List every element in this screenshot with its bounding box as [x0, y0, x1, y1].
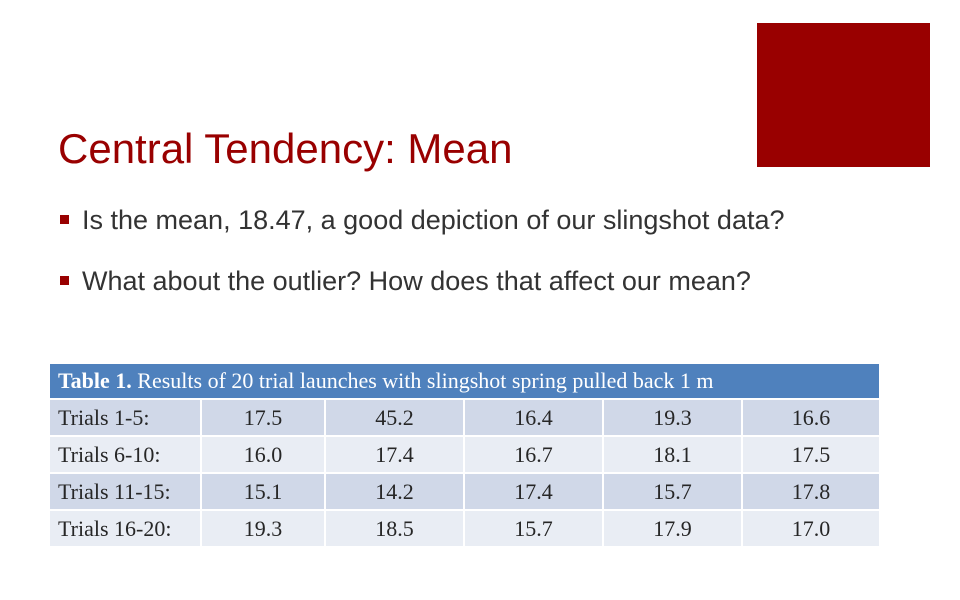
bullet-text: What about the outlier? How does that af…: [82, 266, 751, 296]
table-cell: 17.5: [200, 398, 326, 437]
table-caption-row: Table 1. Results of 20 trial launches wi…: [48, 362, 881, 400]
bullet-item: Is the mean, 18.47, a good depiction of …: [60, 200, 940, 240]
square-bullet-icon: [60, 276, 69, 285]
table-cell: 17.0: [741, 509, 881, 548]
table-cell: 17.4: [463, 472, 604, 511]
table-cell: 19.3: [602, 398, 743, 437]
row-label: Trials 11-15:: [48, 472, 202, 511]
table-cell: 17.9: [602, 509, 743, 548]
table-row: Trials 1-5: 17.5 45.2 16.4 19.3 16.6: [48, 398, 881, 437]
table-cell: 17.4: [324, 435, 465, 474]
table-cell: 16.6: [741, 398, 881, 437]
table-cell: 16.7: [463, 435, 604, 474]
table-caption-label: Table 1.: [58, 368, 132, 393]
table-row: Trials 11-15: 15.1 14.2 17.4 15.7 17.8: [48, 472, 881, 511]
square-bullet-icon: [60, 215, 69, 224]
table-cell: 17.5: [741, 435, 881, 474]
slide-title: Central Tendency: Mean: [58, 125, 513, 172]
table-cell: 19.3: [200, 509, 326, 548]
table-cell: 18.5: [324, 509, 465, 548]
bullet-item: What about the outlier? How does that af…: [60, 261, 940, 301]
table-caption: Table 1. Results of 20 trial launches wi…: [48, 362, 881, 400]
table-cell: 16.4: [463, 398, 604, 437]
table-cell: 14.2: [324, 472, 465, 511]
table-row: Trials 6-10: 16.0 17.4 16.7 18.1 17.5: [48, 435, 881, 474]
table-row: Trials 16-20: 19.3 18.5 15.7 17.9 17.0: [48, 509, 881, 548]
accent-block: [757, 23, 930, 167]
table-cell: 45.2: [324, 398, 465, 437]
table-cell: 18.1: [602, 435, 743, 474]
bullet-text: Is the mean, 18.47, a good depiction of …: [82, 205, 785, 235]
table-cell: 15.1: [200, 472, 326, 511]
bullet-list: Is the mean, 18.47, a good depiction of …: [60, 200, 940, 322]
table-cell: 16.0: [200, 435, 326, 474]
table-cell: 17.8: [741, 472, 881, 511]
table-caption-text: Results of 20 trial launches with slings…: [131, 368, 714, 393]
row-label: Trials 6-10:: [48, 435, 202, 474]
table-cell: 15.7: [463, 509, 604, 548]
table-cell: 15.7: [602, 472, 743, 511]
row-label: Trials 16-20:: [48, 509, 202, 548]
row-label: Trials 1-5:: [48, 398, 202, 437]
results-table: Table 1. Results of 20 trial launches wi…: [48, 362, 881, 548]
